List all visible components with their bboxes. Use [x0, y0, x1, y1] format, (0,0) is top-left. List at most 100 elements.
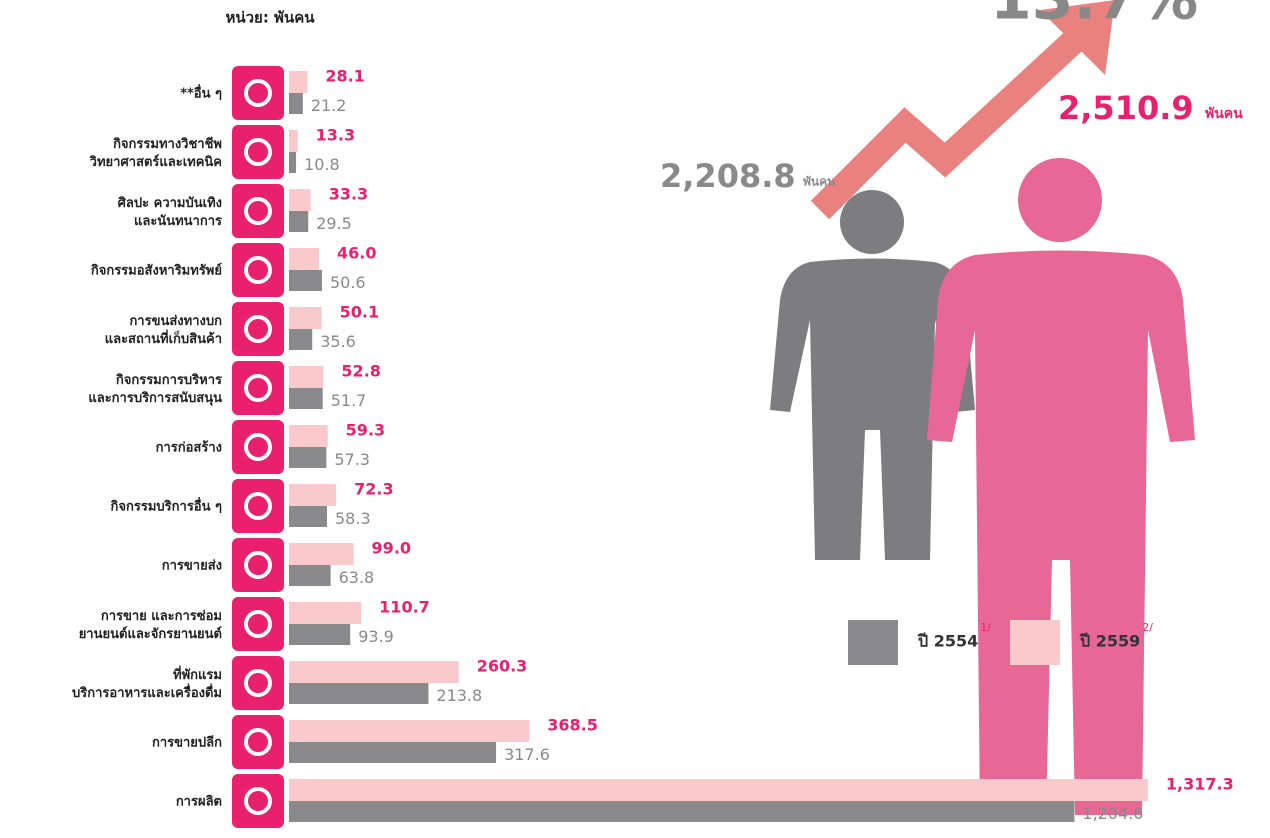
bar — [289, 624, 351, 645]
bar — [289, 366, 324, 388]
value-label: 213.8 — [436, 686, 482, 705]
icon-glyph — [244, 374, 272, 402]
value-label: 13.3 — [316, 126, 355, 145]
bar — [289, 130, 298, 152]
bar — [289, 447, 327, 468]
bar — [289, 779, 1148, 801]
bar — [289, 307, 322, 329]
value-label: 51.7 — [331, 391, 367, 410]
bar — [289, 602, 362, 624]
value-label: 57.3 — [334, 450, 370, 469]
bar — [289, 683, 429, 704]
legend-swatch — [848, 620, 898, 665]
bar — [289, 484, 337, 506]
bar — [289, 248, 319, 270]
bar — [289, 152, 297, 173]
category-icon — [232, 420, 284, 474]
legend-note: 1/ — [980, 621, 991, 634]
category-label: กิจกรรมบริการอื่น ๆ — [110, 497, 222, 515]
total-unit: พันคน — [1205, 106, 1243, 122]
value-label: 50.6 — [330, 273, 366, 292]
value-label: 10.8 — [304, 155, 340, 174]
value-label: 1,204.6 — [1082, 804, 1143, 823]
value-label: 58.3 — [335, 509, 371, 528]
value-label: 260.3 — [477, 657, 528, 676]
legend-label: ปี 2554 — [917, 632, 979, 651]
bar — [289, 388, 323, 409]
value-label: 93.9 — [358, 627, 394, 646]
bar — [289, 565, 331, 586]
category-icon — [232, 243, 284, 297]
bar — [289, 720, 530, 742]
total-2554: 2,208.8 — [660, 157, 796, 195]
value-label: 63.8 — [339, 568, 375, 587]
bar — [289, 506, 328, 527]
total-2559: 2,510.9 — [1058, 89, 1194, 127]
category-label: กิจกรรมทางวิชาชีพวิทยาศาสตร์และเทคนิค — [89, 136, 222, 170]
value-label: 317.6 — [504, 745, 550, 764]
value-label: 29.5 — [316, 214, 352, 233]
icon-glyph — [244, 787, 272, 815]
icon-glyph — [244, 610, 272, 638]
value-label: 52.8 — [341, 362, 380, 381]
bar — [289, 211, 309, 232]
icon-glyph — [244, 728, 272, 756]
category-icon — [232, 66, 284, 120]
bar — [289, 189, 311, 211]
icon-glyph — [244, 79, 272, 107]
growth-arrow — [810, 30, 1084, 220]
person-2554 — [770, 190, 975, 560]
category-label: กิจกรรมอสังหาริมทรัพย์ — [91, 263, 222, 279]
person-2559 — [927, 158, 1195, 815]
headline: 13.7% — [990, 0, 1198, 34]
value-label: 110.7 — [379, 598, 430, 617]
value-label: 33.3 — [329, 185, 368, 204]
value-label: 368.5 — [547, 716, 598, 735]
icon-glyph — [244, 256, 272, 284]
icon-glyph — [244, 433, 272, 461]
category-icon — [232, 656, 284, 710]
category-icon — [232, 597, 284, 651]
category-label: ที่พักแรมบริการอาหารและเครื่องดื่ม — [72, 665, 222, 701]
legend-label: ปี 2559 — [1079, 632, 1141, 651]
bar — [289, 801, 1075, 822]
category-icon — [232, 479, 284, 533]
bar — [289, 661, 459, 683]
icon-glyph — [244, 197, 272, 225]
category-label: ศิลปะ ความบันเทิงและนันทนาการ — [118, 196, 222, 229]
bar — [289, 71, 308, 93]
category-label: การผลิต — [176, 795, 222, 810]
category-label: การก่อสร้าง — [156, 440, 222, 456]
bar — [289, 543, 354, 565]
bar — [289, 742, 497, 763]
bar — [289, 329, 313, 350]
arrow-head — [1040, 0, 1115, 75]
legend-swatch — [1010, 620, 1060, 665]
icon-glyph — [244, 138, 272, 166]
bar — [289, 270, 322, 291]
value-label: 50.1 — [340, 303, 379, 322]
category-icon — [232, 715, 284, 769]
category-icon — [232, 184, 284, 238]
category-label: การขายปลีก — [152, 735, 222, 751]
value-label: 99.0 — [372, 539, 411, 558]
value-label: 28.1 — [325, 67, 364, 86]
category-icon — [232, 774, 284, 828]
total-unit: พันคน — [803, 175, 836, 189]
bar — [289, 425, 328, 447]
legend-note: 2/ — [1142, 621, 1153, 634]
value-label: 1,317.3 — [1166, 775, 1234, 794]
icon-glyph — [244, 669, 272, 697]
icon-glyph — [244, 315, 272, 343]
category-icon — [232, 302, 284, 356]
value-label: 46.0 — [337, 244, 376, 263]
icon-glyph — [244, 492, 272, 520]
value-label: 72.3 — [354, 480, 393, 499]
value-label: 35.6 — [320, 332, 356, 351]
category-icon — [232, 125, 284, 179]
category-icon — [232, 538, 284, 592]
bar — [289, 93, 303, 114]
category-label: การขาย และการซ่อมยานยนต์และจักรยานยนต์ — [79, 609, 222, 642]
unit-label: หน่วย: พันคน — [225, 9, 315, 27]
